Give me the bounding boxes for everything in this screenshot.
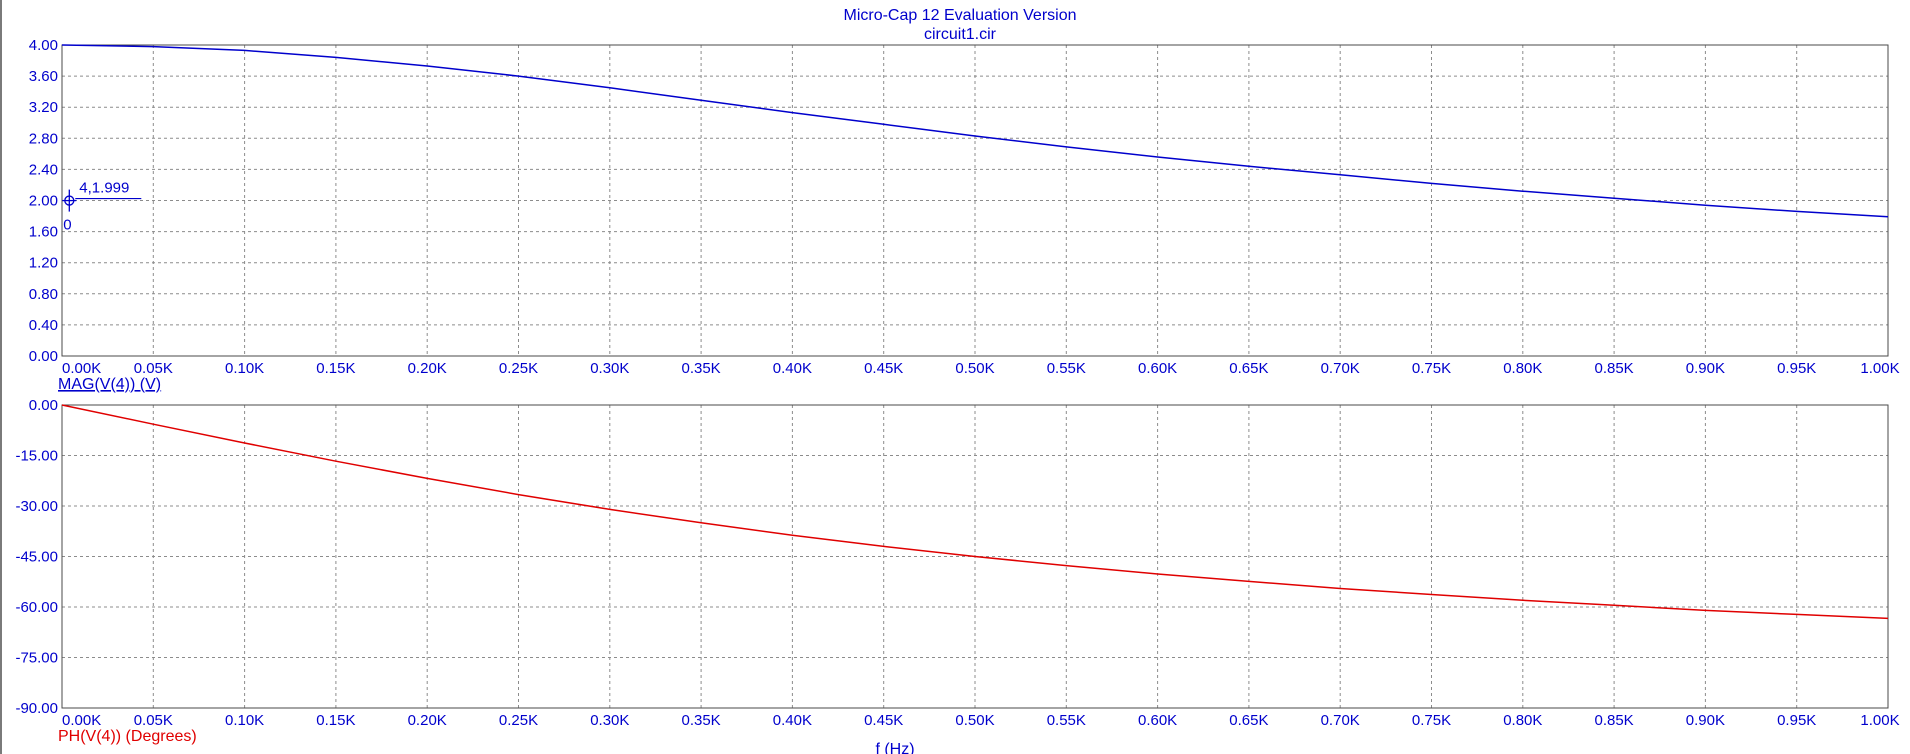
mag-y-tick-label: 2.00 — [29, 193, 58, 210]
x-axis-label: f (Hz) — [875, 741, 914, 754]
mag-x-tick-label: 0.85K — [1594, 360, 1633, 377]
phase-x-tick-label: 0.10K — [225, 712, 264, 729]
mag-y-tick-label: 0.40 — [29, 317, 58, 334]
mag-x-tick-label: 0.95K — [1777, 360, 1816, 377]
mag-y-tick-label: 1.20 — [29, 255, 58, 272]
mag-x-tick-label: 0.75K — [1412, 360, 1451, 377]
phase-y-tick-label: -15.00 — [15, 448, 58, 465]
mag-y-tick-label: 3.20 — [29, 99, 58, 116]
phase-y-tick-label: -90.00 — [15, 700, 58, 717]
mag-y-tick-label: 3.60 — [29, 68, 58, 85]
mag-x-tick-label: 0.45K — [864, 360, 903, 377]
phase-y-tick-label: 0.00 — [29, 397, 58, 414]
phase-x-tick-label: 0.80K — [1503, 712, 1542, 729]
mag-x-tick-label: 0.40K — [773, 360, 812, 377]
mag-y-tick-label: 1.60 — [29, 224, 58, 241]
cursor-index-label: 0 — [63, 217, 71, 234]
phase-x-tick-label: 0.95K — [1777, 712, 1816, 729]
phase-x-tick-label: 0.55K — [1047, 712, 1086, 729]
phase-x-tick-label: 0.40K — [773, 712, 812, 729]
phase-x-tick-label: 0.50K — [955, 712, 994, 729]
phase-x-tick-label: 1.00K — [1860, 712, 1899, 729]
mag-x-tick-label: 0.65K — [1229, 360, 1268, 377]
mag-x-tick-label: 0.15K — [316, 360, 355, 377]
mag-y-tick-label: 0.80 — [29, 286, 58, 303]
plot-title: Micro-Cap 12 Evaluation Version — [843, 7, 1076, 24]
phase-x-tick-label: 0.35K — [681, 712, 720, 729]
phase-x-tick-label: 0.85K — [1594, 712, 1633, 729]
mag-x-tick-label: 0.70K — [1321, 360, 1360, 377]
phase-x-tick-label: 0.75K — [1412, 712, 1451, 729]
phase-plot-frame — [61, 404, 1889, 709]
mag-x-tick-label: 0.30K — [590, 360, 629, 377]
mag-x-tick-label: 0.80K — [1503, 360, 1542, 377]
mag-x-tick-label: 0.35K — [681, 360, 720, 377]
mag-y-tick-label: 0.00 — [29, 348, 58, 365]
mag-y-tick-label: 2.40 — [29, 161, 58, 178]
mag-x-tick-label: 0.60K — [1138, 360, 1177, 377]
mag-x-tick-label: 0.10K — [225, 360, 264, 377]
phase-x-tick-label: 0.00K — [62, 712, 101, 729]
phase-x-tick-label: 0.45K — [864, 712, 903, 729]
phase-x-tick-label: 0.15K — [316, 712, 355, 729]
phase-x-tick-label: 0.60K — [1138, 712, 1177, 729]
mag-y-tick-label: 2.80 — [29, 130, 58, 147]
plot-subtitle: circuit1.cir — [924, 26, 997, 43]
mag-x-tick-label: 0.25K — [499, 360, 538, 377]
phase-x-tick-label: 0.05K — [134, 712, 173, 729]
mag-x-tick-label: 0.55K — [1047, 360, 1086, 377]
mag-x-tick-label: 0.90K — [1686, 360, 1725, 377]
cursor-readout: 4,1.999 — [79, 180, 129, 197]
phase-x-tick-label: 0.65K — [1229, 712, 1268, 729]
phase-x-tick-label: 0.25K — [499, 712, 538, 729]
phase-y-axis-label[interactable]: PH(V(4)) (Degrees) — [58, 728, 197, 745]
mag-x-tick-label: 1.00K — [1860, 360, 1899, 377]
mag-plot-frame — [61, 44, 1889, 357]
phase-y-tick-label: -45.00 — [15, 549, 58, 566]
phase-y-tick-label: -30.00 — [15, 498, 58, 515]
phase-series-line[interactable] — [61, 404, 1889, 620]
mag-x-tick-label: 0.50K — [955, 360, 994, 377]
phase-y-tick-label: -75.00 — [15, 650, 58, 667]
crosshair-cursor-icon[interactable] — [62, 189, 77, 212]
phase-y-tick-label: -60.00 — [15, 599, 58, 616]
mag-x-tick-label: 0.05K — [134, 360, 173, 377]
phase-plot[interactable]: 0.00 -15.00 -30.00 -45.00 -60.00 -75.00 -90.00… — [15, 397, 1899, 729]
magnitude-y-axis-label[interactable]: MAG(V(4)) (V) — [58, 376, 161, 393]
measurement-cursor[interactable]: 4,1.999 0 — [62, 180, 142, 234]
mag-x-tick-label: 0.00K — [62, 360, 101, 377]
phase-x-tick-label: 0.70K — [1321, 712, 1360, 729]
mag-x-tick-label: 0.20K — [408, 360, 447, 377]
magnitude-plot[interactable]: 0.00 0.40 0.80 1.20 1.60 2.00 2.40 2.80 3.20 3.60… — [29, 37, 1900, 377]
mag-series-line[interactable] — [61, 44, 1889, 218]
mag-y-tick-label: 4.00 — [29, 37, 58, 54]
phase-x-tick-label: 0.30K — [590, 712, 629, 729]
phase-x-tick-label: 0.20K — [408, 712, 447, 729]
phase-x-tick-label: 0.90K — [1686, 712, 1725, 729]
